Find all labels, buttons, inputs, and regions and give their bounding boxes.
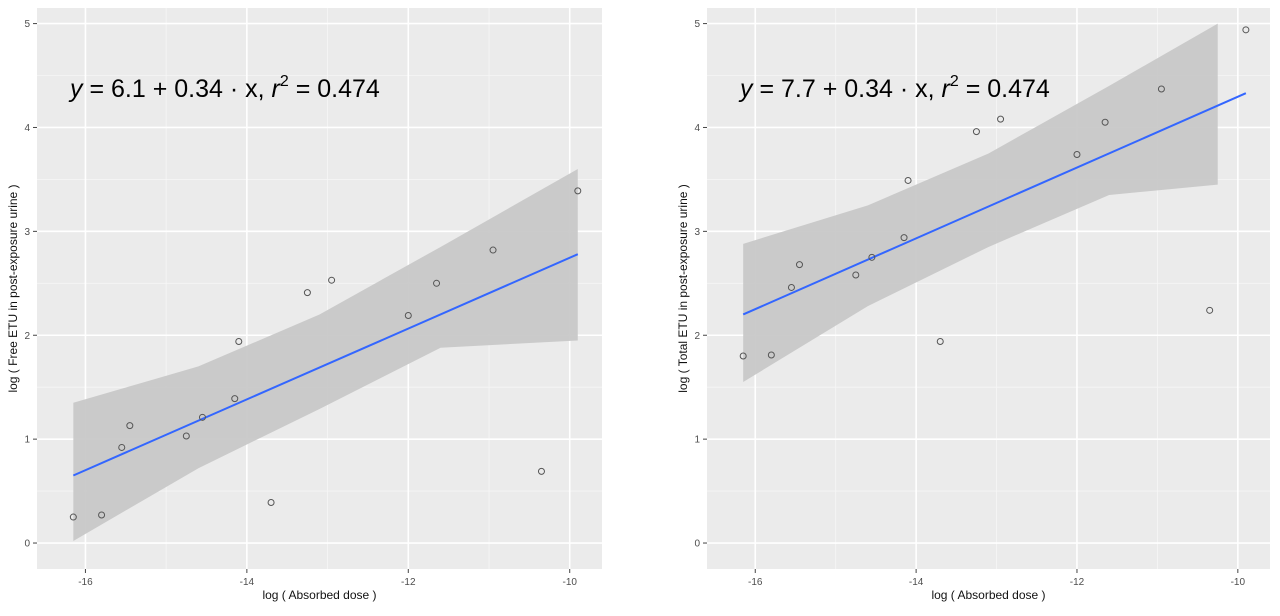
x-tick-label: -12	[1070, 577, 1085, 588]
equation-r: r	[942, 75, 952, 103]
y-tick-label: 3	[24, 227, 30, 238]
confidence-band	[73, 169, 578, 541]
chart-svg: 0 1 2 3 4 5 -16 -14 -12 -10 log ( Absorbed dose ) l…	[6, 8, 602, 602]
data-point	[537, 467, 545, 475]
data-point	[433, 279, 441, 287]
y-tick-label: 0	[694, 539, 700, 550]
data-point	[404, 312, 412, 320]
y-tick-label: 4	[694, 123, 700, 134]
data-point	[1157, 85, 1165, 93]
points	[739, 26, 1250, 360]
equation-y: y	[738, 75, 754, 103]
y-tick-label: 1	[24, 435, 30, 446]
x-tick-label: -14	[240, 577, 255, 588]
equation-annotation: y = 7.7 + 0.34 · x, r2 = 0.474	[738, 73, 1050, 103]
regression-line	[742, 92, 1247, 316]
y-tick-label: 5	[694, 19, 700, 30]
data-point	[900, 234, 908, 242]
y-tick-label: 0	[24, 539, 30, 550]
points	[69, 187, 582, 521]
data-point	[852, 271, 860, 279]
data-point	[997, 115, 1005, 123]
y-tick-label: 3	[694, 227, 700, 238]
data-point	[1073, 150, 1081, 158]
equation-r-value: = 0.474	[959, 75, 1050, 103]
data-point	[198, 413, 206, 421]
data-point	[739, 352, 747, 360]
data-point	[1242, 26, 1250, 34]
x-tick-label: -16	[78, 577, 93, 588]
data-point	[795, 261, 803, 269]
equation-r-power: 2	[950, 73, 959, 90]
equation-r-value: = 0.474	[289, 75, 380, 103]
equation-r: r	[272, 75, 282, 103]
equation-y: y	[68, 75, 84, 103]
y-tick-label: 2	[24, 331, 30, 342]
data-point	[118, 443, 126, 451]
y-axis-title: log ( Free ETU in post-exposure urine )	[6, 184, 20, 392]
data-point	[1206, 306, 1214, 314]
data-point	[126, 422, 134, 430]
y-axis-title: log ( Total ETU in post-exposure urine )	[676, 184, 690, 393]
y-tick-label: 2	[694, 331, 700, 342]
data-point	[303, 289, 311, 297]
equation-body: = 6.1 + 0.34 · x,	[83, 75, 272, 103]
data-point	[574, 187, 582, 195]
confidence-band	[743, 23, 1218, 382]
data-point	[328, 276, 336, 284]
data-point	[972, 128, 980, 136]
data-point	[267, 499, 275, 507]
chart-free-etu: 0 1 2 3 4 5 -16 -14 -12 -10 log ( Absorbed dose ) l…	[0, 0, 640, 611]
data-point	[787, 283, 795, 291]
x-tick-label: -12	[401, 577, 416, 588]
x-tick-label: -10	[1231, 577, 1246, 588]
data-point	[98, 511, 106, 519]
chart-svg: 0 1 2 3 4 5 -16 -14 -12 -10 log ( Absorbed dose ) l…	[676, 8, 1270, 602]
y-tick-label: 4	[24, 123, 30, 134]
equation-annotation: y = 6.1 + 0.34 · x, r2 = 0.474	[68, 73, 380, 103]
equation-r-power: 2	[280, 73, 289, 90]
x-tick-label: -10	[562, 577, 577, 588]
data-point	[936, 337, 944, 345]
y-tick-label: 1	[694, 435, 700, 446]
data-point	[1101, 118, 1109, 126]
data-point	[767, 351, 775, 359]
data-point	[235, 337, 243, 345]
x-axis-title: log ( Absorbed dose )	[931, 588, 1045, 602]
equation-body: = 7.7 + 0.34 · x,	[753, 75, 942, 103]
y-tick-label: 5	[24, 19, 30, 30]
regression-line	[72, 253, 579, 477]
data-point	[69, 513, 77, 521]
chart-total-etu: 0 1 2 3 4 5 -16 -14 -12 -10 log ( Absorbed dose ) l…	[640, 0, 1280, 611]
data-point	[231, 395, 239, 403]
data-point	[904, 176, 912, 184]
x-tick-label: -16	[748, 577, 763, 588]
data-point	[182, 432, 190, 440]
x-axis-title: log ( Absorbed dose )	[262, 588, 376, 602]
data-point	[868, 253, 876, 261]
data-point	[489, 246, 497, 254]
x-tick-label: -14	[909, 577, 924, 588]
